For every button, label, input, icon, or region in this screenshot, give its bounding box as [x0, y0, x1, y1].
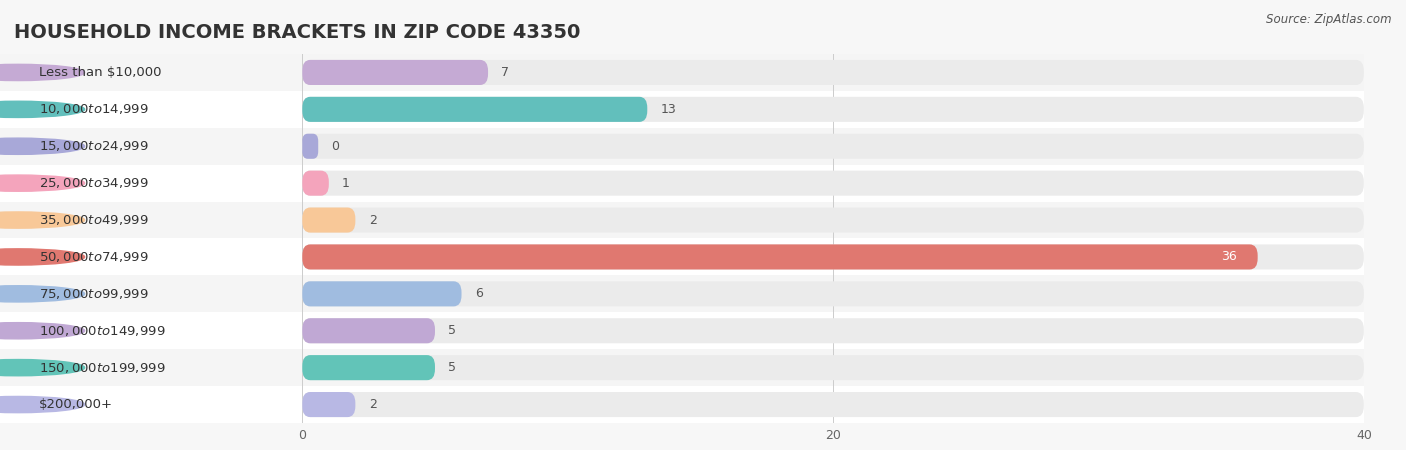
FancyBboxPatch shape	[302, 60, 1364, 85]
Text: 1: 1	[342, 177, 350, 189]
Text: $35,000 to $49,999: $35,000 to $49,999	[39, 213, 149, 227]
FancyBboxPatch shape	[302, 244, 1364, 270]
FancyBboxPatch shape	[302, 134, 1364, 159]
FancyBboxPatch shape	[302, 355, 1364, 380]
Text: $200,000+: $200,000+	[39, 398, 114, 411]
Bar	[0, 54, 302, 91]
Text: 2: 2	[368, 214, 377, 226]
Circle shape	[0, 249, 84, 265]
Text: $75,000 to $99,999: $75,000 to $99,999	[39, 287, 149, 301]
Bar	[0, 386, 302, 423]
Bar	[0, 165, 302, 202]
Circle shape	[0, 212, 84, 228]
FancyBboxPatch shape	[302, 207, 1364, 233]
FancyBboxPatch shape	[302, 281, 1364, 306]
Circle shape	[0, 101, 84, 117]
Text: $150,000 to $199,999: $150,000 to $199,999	[39, 360, 166, 375]
Bar	[302, 312, 1364, 349]
Bar	[302, 202, 1364, 238]
Bar	[302, 238, 1364, 275]
Circle shape	[0, 138, 84, 154]
Text: Less than $10,000: Less than $10,000	[39, 66, 162, 79]
FancyBboxPatch shape	[302, 392, 1364, 417]
Bar	[0, 275, 302, 312]
FancyBboxPatch shape	[302, 244, 1258, 270]
Bar	[302, 275, 1364, 312]
Text: 5: 5	[449, 324, 457, 337]
FancyBboxPatch shape	[302, 97, 1364, 122]
Bar	[302, 349, 1364, 386]
FancyBboxPatch shape	[302, 60, 488, 85]
FancyBboxPatch shape	[302, 318, 1364, 343]
Bar	[0, 128, 302, 165]
Bar	[302, 54, 1364, 91]
Text: $15,000 to $24,999: $15,000 to $24,999	[39, 139, 149, 153]
FancyBboxPatch shape	[302, 207, 356, 233]
Circle shape	[0, 323, 84, 339]
Text: $50,000 to $74,999: $50,000 to $74,999	[39, 250, 149, 264]
Bar	[0, 91, 302, 128]
Bar	[0, 312, 302, 349]
Text: 13: 13	[661, 103, 676, 116]
Bar	[302, 165, 1364, 202]
Text: $25,000 to $34,999: $25,000 to $34,999	[39, 176, 149, 190]
Text: Source: ZipAtlas.com: Source: ZipAtlas.com	[1267, 14, 1392, 27]
FancyBboxPatch shape	[302, 97, 647, 122]
FancyBboxPatch shape	[302, 134, 318, 159]
FancyBboxPatch shape	[302, 392, 356, 417]
Text: 6: 6	[475, 288, 482, 300]
Text: 36: 36	[1220, 251, 1236, 263]
Bar	[302, 386, 1364, 423]
Bar	[0, 202, 302, 238]
Bar	[302, 128, 1364, 165]
FancyBboxPatch shape	[302, 355, 434, 380]
Text: 7: 7	[502, 66, 509, 79]
Text: 2: 2	[368, 398, 377, 411]
Circle shape	[0, 175, 84, 191]
Text: 0: 0	[332, 140, 339, 153]
FancyBboxPatch shape	[302, 171, 1364, 196]
Circle shape	[0, 286, 84, 302]
Bar	[0, 238, 302, 275]
FancyBboxPatch shape	[302, 281, 461, 306]
Text: $10,000 to $14,999: $10,000 to $14,999	[39, 102, 149, 117]
Circle shape	[0, 360, 84, 376]
FancyBboxPatch shape	[302, 318, 434, 343]
Bar	[302, 91, 1364, 128]
Text: HOUSEHOLD INCOME BRACKETS IN ZIP CODE 43350: HOUSEHOLD INCOME BRACKETS IN ZIP CODE 43…	[14, 22, 581, 41]
Circle shape	[0, 64, 84, 81]
Circle shape	[0, 396, 84, 413]
FancyBboxPatch shape	[302, 171, 329, 196]
Text: 5: 5	[449, 361, 457, 374]
Text: $100,000 to $149,999: $100,000 to $149,999	[39, 324, 166, 338]
Bar	[0, 349, 302, 386]
